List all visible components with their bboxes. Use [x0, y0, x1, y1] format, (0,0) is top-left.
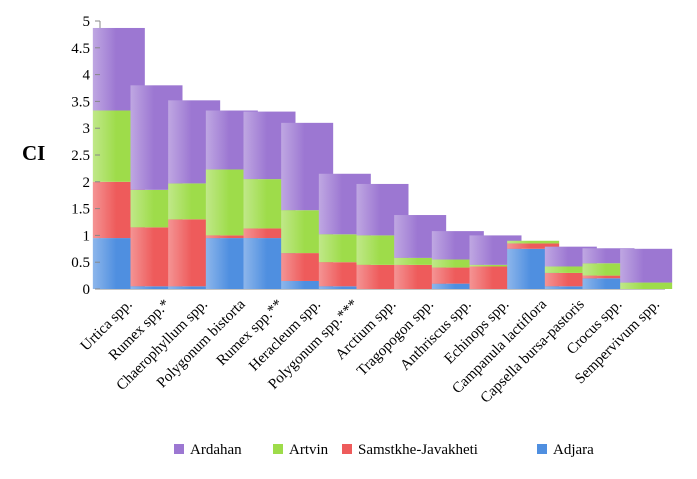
bar-segment-samstkhe-javakheti — [507, 243, 560, 249]
y-tick-label: 3.5 — [71, 94, 90, 110]
y-tick-label: 0.5 — [71, 255, 90, 271]
bar-segment-adjara — [582, 278, 635, 289]
bar-segment-artvin — [394, 257, 447, 265]
y-tick-label: 1 — [83, 228, 91, 244]
bar-segment-artvin — [544, 266, 597, 273]
legend-swatch-adjara — [537, 444, 547, 454]
x-tick-labels: Urtica spp.Rumex spp.*Chaerophyllum spp.… — [78, 296, 663, 406]
bar-segment-adjara — [544, 286, 597, 289]
bar-segment-adjara — [130, 286, 183, 289]
legend: Ardahan Artvin Samstkhe-Javakheti Adjara — [174, 442, 594, 458]
legend-swatch-artvin — [273, 444, 283, 454]
legend-swatch-ardahan — [174, 444, 184, 454]
bar-segment-adjara — [318, 286, 371, 289]
bar-segment-adjara — [281, 280, 334, 289]
y-tick-label: 2.5 — [71, 148, 90, 164]
legend-label: Artvin — [289, 442, 329, 458]
y-tick-label: 2 — [83, 175, 91, 191]
bar-segment-samstkhe-javakheti — [243, 228, 296, 239]
bars — [92, 27, 673, 289]
y-tick-label: 3 — [83, 121, 91, 137]
legend-swatch-samstkhe-javakheti — [342, 444, 352, 454]
y-axis-label: CI — [22, 141, 45, 165]
bar-segment-artvin — [507, 240, 560, 244]
bar-segment-samstkhe-javakheti — [205, 235, 258, 239]
y-tick-label: 4.5 — [71, 41, 90, 57]
legend-label: Ardahan — [190, 442, 242, 458]
y-tick-label: 1.5 — [71, 202, 90, 218]
bar-segment-ardahan — [620, 248, 673, 283]
y-tick-label: 5 — [83, 14, 91, 30]
y-tick-label: 4 — [83, 68, 91, 84]
bar-segment-artvin — [431, 259, 484, 268]
y-tick-labels: 0 0.5 1 1.5 2 2.5 3 3.5 4 4.5 5 — [71, 14, 100, 298]
bar-segment-adjara — [431, 283, 484, 289]
y-tick-label: 0 — [83, 282, 91, 298]
legend-label: Adjara — [553, 442, 594, 458]
bar-segment-artvin — [469, 264, 522, 267]
bar-segment-artvin — [620, 282, 673, 289]
bar-segment-samstkhe-javakheti — [582, 275, 635, 279]
bar-segment-adjara — [168, 286, 221, 289]
legend-label: Samstkhe-Javakheti — [358, 442, 478, 458]
